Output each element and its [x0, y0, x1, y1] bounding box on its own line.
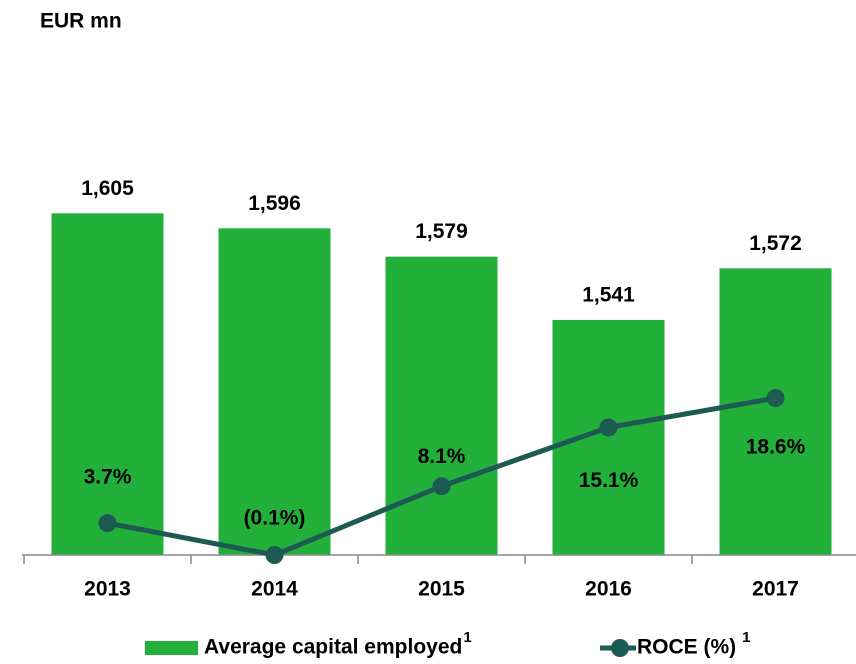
- x-tick-label: 2016: [585, 578, 632, 601]
- legend-superscript: 1: [742, 629, 750, 646]
- bar: [552, 320, 665, 555]
- legend-marker: [611, 639, 629, 657]
- x-tick-label: 2017: [752, 578, 799, 601]
- bar-value-label: 1,579: [415, 220, 468, 243]
- roce-value-label: 18.6%: [746, 436, 806, 459]
- legend-swatch: [145, 641, 198, 655]
- bar-value-label: 1,572: [749, 232, 802, 255]
- roce-value-label: 15.1%: [579, 469, 639, 492]
- bar: [719, 268, 832, 555]
- roce-point: [432, 477, 451, 496]
- x-tick-label: 2014: [251, 578, 298, 601]
- roce-value-label: (0.1%): [244, 507, 306, 530]
- roce-point: [766, 389, 785, 408]
- bar: [218, 228, 331, 556]
- roce-point: [265, 546, 284, 564]
- bar-value-label: 1,605: [81, 177, 134, 200]
- bar: [385, 256, 498, 555]
- bar: [51, 213, 164, 556]
- legend-label: Average capital employed: [204, 636, 462, 659]
- chart-title: EUR mn: [40, 10, 122, 33]
- bar-value-label: 1,541: [582, 284, 635, 307]
- legend-label: ROCE (%): [637, 636, 736, 659]
- roce-point: [599, 418, 618, 437]
- roce-point: [98, 514, 117, 533]
- bar-value-label: 1,596: [248, 192, 301, 215]
- legend-superscript: 1: [463, 629, 471, 646]
- x-tick-label: 2013: [84, 578, 131, 601]
- x-tick-label: 2015: [418, 578, 465, 601]
- roce-value-label: 8.1%: [418, 445, 466, 468]
- roce-value-label: 3.7%: [84, 466, 132, 489]
